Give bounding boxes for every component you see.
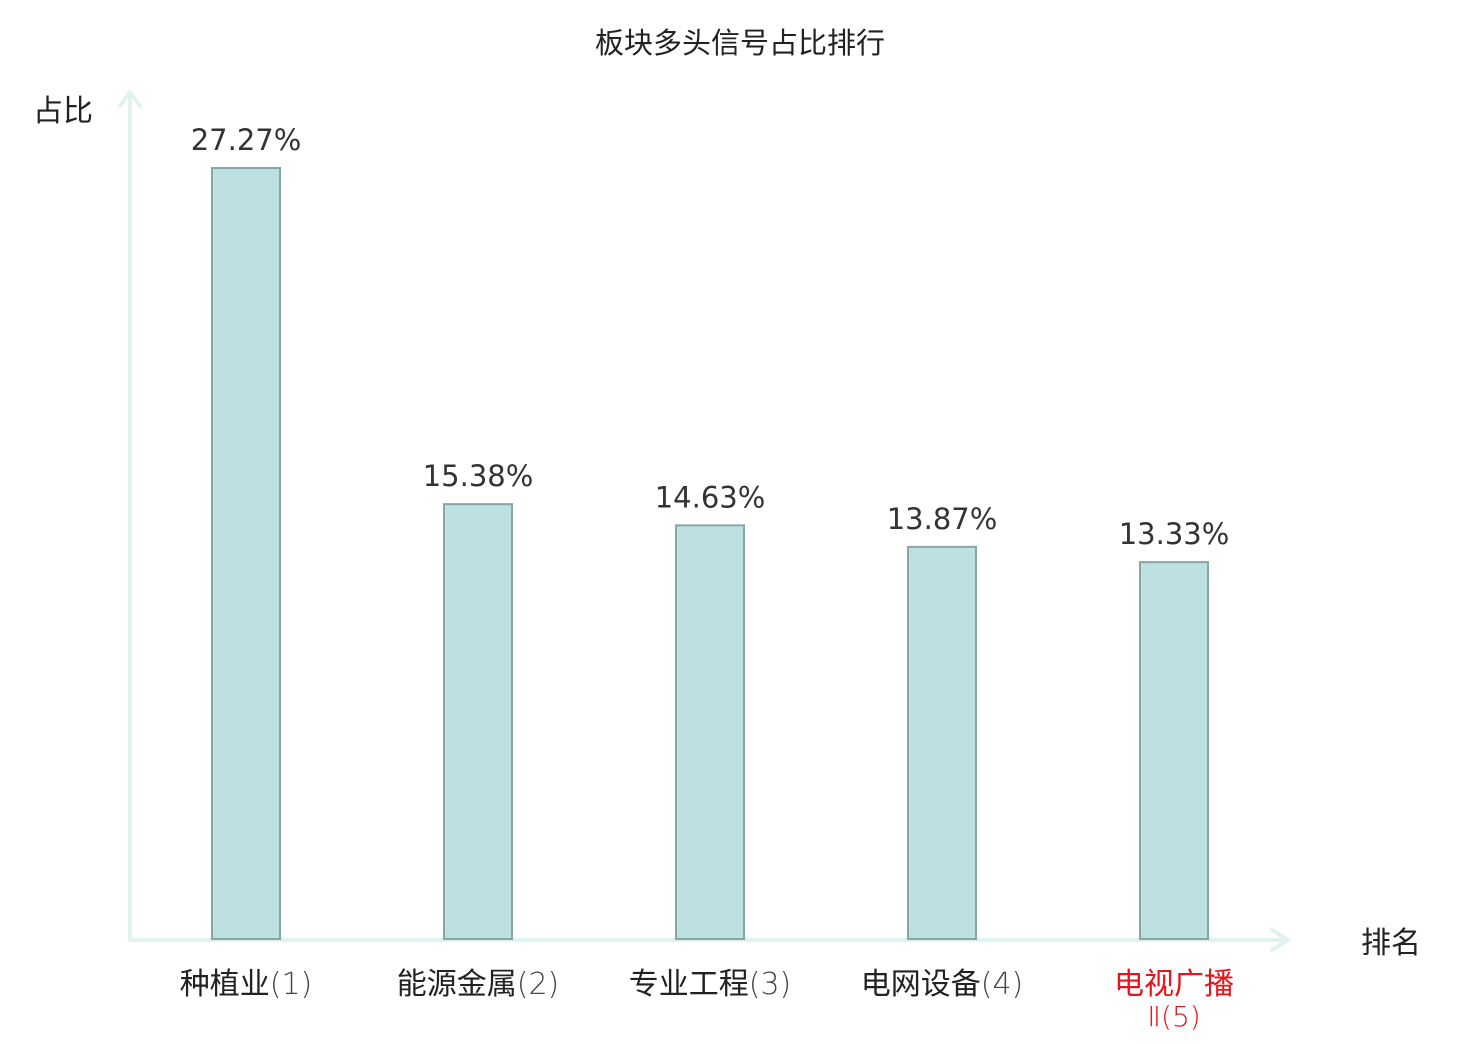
y-axis-arrow-icon — [118, 90, 142, 108]
category-label-1: 种植业(1) — [180, 967, 313, 1002]
category-name-3: 专业工程 — [629, 967, 749, 1002]
category-name-2: 能源金属 — [397, 967, 517, 1002]
value-label-4: 13.87% — [887, 502, 998, 536]
category-label-2: 能源金属(2) — [397, 967, 560, 1002]
category-rank-3: (3) — [749, 967, 792, 1002]
category-label-5: 电视广播 Ⅱ(5) — [1114, 967, 1234, 1033]
x-axis-label: 排名 — [1361, 926, 1421, 961]
x-axis-arrow-icon — [1270, 928, 1290, 952]
bar-3 — [675, 524, 745, 940]
bars-group — [211, 167, 1209, 941]
chart-title: 板块多头信号占比排行 — [595, 26, 885, 60]
category-name-4: 电网设备 — [861, 967, 981, 1002]
value-label-2: 15.38% — [423, 459, 534, 493]
value-label-1: 27.27% — [191, 123, 302, 157]
value-label-5: 13.33% — [1119, 517, 1230, 551]
value-label-3: 14.63% — [655, 480, 766, 514]
category-name-5: 电视广播 — [1114, 967, 1234, 1002]
bar-4 — [907, 545, 977, 940]
category-name-1: 种植业 — [180, 967, 270, 1002]
category-rank-1: (1) — [270, 967, 313, 1002]
category-labels-group: 种植业(1) 能源金属(2) 专业工程(3) 电网设备(4) 电视广播 Ⅱ(5) — [180, 967, 1234, 1033]
category-label-4: 电网设备(4) — [861, 967, 1024, 1002]
bar-2 — [443, 503, 513, 940]
category-rank-4: (4) — [981, 967, 1024, 1002]
category-rank-5: Ⅱ(5) — [1147, 1000, 1200, 1033]
category-label-3: 专业工程(3) — [629, 967, 792, 1002]
value-labels-group: 27.27% 15.38% 14.63% 13.87% 13.33% — [191, 123, 1230, 551]
y-axis-label: 占比 — [33, 94, 93, 129]
category-rank-2: (2) — [517, 967, 560, 1002]
bar-5 — [1139, 561, 1209, 941]
bar-1 — [211, 167, 281, 940]
